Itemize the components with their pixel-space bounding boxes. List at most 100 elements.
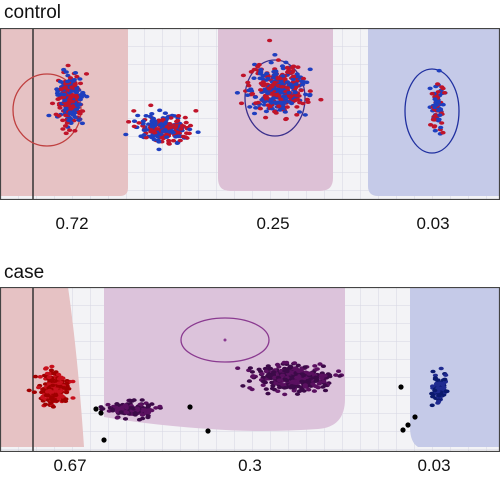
data-point xyxy=(318,97,324,102)
data-point xyxy=(43,366,49,370)
data-point xyxy=(294,113,300,117)
outlier-point xyxy=(101,437,107,443)
data-point xyxy=(255,64,261,69)
data-point xyxy=(269,84,275,89)
data-point xyxy=(263,109,269,114)
data-point xyxy=(150,129,156,134)
data-point xyxy=(235,366,241,370)
frequency-label: 0.03 xyxy=(417,456,451,475)
data-point xyxy=(80,109,86,113)
data-point xyxy=(272,53,278,57)
data-point xyxy=(240,73,246,78)
data-point xyxy=(272,80,278,85)
data-point xyxy=(440,382,446,387)
panel-title-control: control xyxy=(4,2,62,23)
data-point xyxy=(245,80,251,85)
data-point xyxy=(67,76,74,80)
data-point xyxy=(175,118,181,123)
data-point xyxy=(290,77,296,82)
data-point xyxy=(249,370,255,374)
data-point xyxy=(62,85,68,90)
data-point xyxy=(432,376,438,380)
data-point xyxy=(69,85,75,89)
data-point xyxy=(177,138,183,143)
data-point xyxy=(263,387,269,391)
data-point xyxy=(280,383,286,387)
data-point xyxy=(287,95,293,99)
data-point xyxy=(289,65,295,70)
data-point xyxy=(259,98,265,102)
data-point xyxy=(307,89,313,93)
data-point xyxy=(84,94,90,99)
data-point xyxy=(264,71,270,76)
data-point xyxy=(170,138,177,143)
data-point xyxy=(268,101,274,105)
data-point xyxy=(56,372,62,377)
data-point xyxy=(298,88,304,93)
data-point xyxy=(56,377,63,381)
data-point xyxy=(123,132,129,137)
data-point xyxy=(143,114,149,118)
data-point xyxy=(56,114,62,118)
data-point xyxy=(436,399,442,404)
data-point xyxy=(303,92,309,97)
data-point xyxy=(64,381,70,386)
data-point xyxy=(273,381,279,386)
data-point xyxy=(187,123,194,128)
data-point xyxy=(313,384,319,389)
data-point xyxy=(70,396,76,400)
data-point xyxy=(279,64,286,68)
data-point xyxy=(432,388,438,393)
data-point xyxy=(26,388,32,393)
outlier-point xyxy=(187,404,193,410)
data-point xyxy=(265,91,271,95)
data-point xyxy=(281,360,287,365)
data-point xyxy=(110,408,116,413)
data-point xyxy=(258,81,264,86)
data-point xyxy=(153,134,159,138)
data-point xyxy=(257,106,263,111)
data-point xyxy=(77,81,84,86)
data-point xyxy=(430,394,436,399)
panel-title-case: case xyxy=(4,262,45,283)
data-point xyxy=(278,88,284,92)
data-point xyxy=(126,120,132,124)
data-point xyxy=(429,403,435,408)
data-point xyxy=(282,77,288,81)
data-point xyxy=(435,99,441,104)
data-point xyxy=(314,367,320,371)
data-point xyxy=(240,384,246,388)
outlier-point xyxy=(412,414,418,420)
data-point xyxy=(443,389,449,394)
data-point xyxy=(63,390,70,395)
data-point xyxy=(438,125,444,130)
data-point xyxy=(296,369,302,374)
data-point xyxy=(50,405,57,409)
data-point xyxy=(48,368,55,373)
data-point xyxy=(436,393,442,398)
data-point xyxy=(154,127,160,131)
data-point xyxy=(290,74,297,79)
data-point xyxy=(276,104,282,108)
data-point xyxy=(279,85,285,89)
data-point xyxy=(76,118,82,122)
data-point xyxy=(184,131,190,135)
data-point xyxy=(40,395,46,400)
data-point xyxy=(160,129,166,133)
data-point xyxy=(245,93,251,97)
data-point xyxy=(268,98,274,102)
outlier-point xyxy=(405,422,411,428)
points-control xyxy=(46,38,448,152)
data-point xyxy=(248,87,254,91)
data-point xyxy=(275,58,281,62)
data-point xyxy=(436,108,442,113)
data-point xyxy=(135,113,141,118)
data-point xyxy=(167,122,173,126)
data-point xyxy=(305,100,311,104)
data-point xyxy=(312,364,318,368)
data-point xyxy=(62,124,69,128)
data-point xyxy=(79,121,85,126)
data-point xyxy=(145,410,152,415)
data-point xyxy=(260,379,266,384)
data-point xyxy=(178,127,184,131)
